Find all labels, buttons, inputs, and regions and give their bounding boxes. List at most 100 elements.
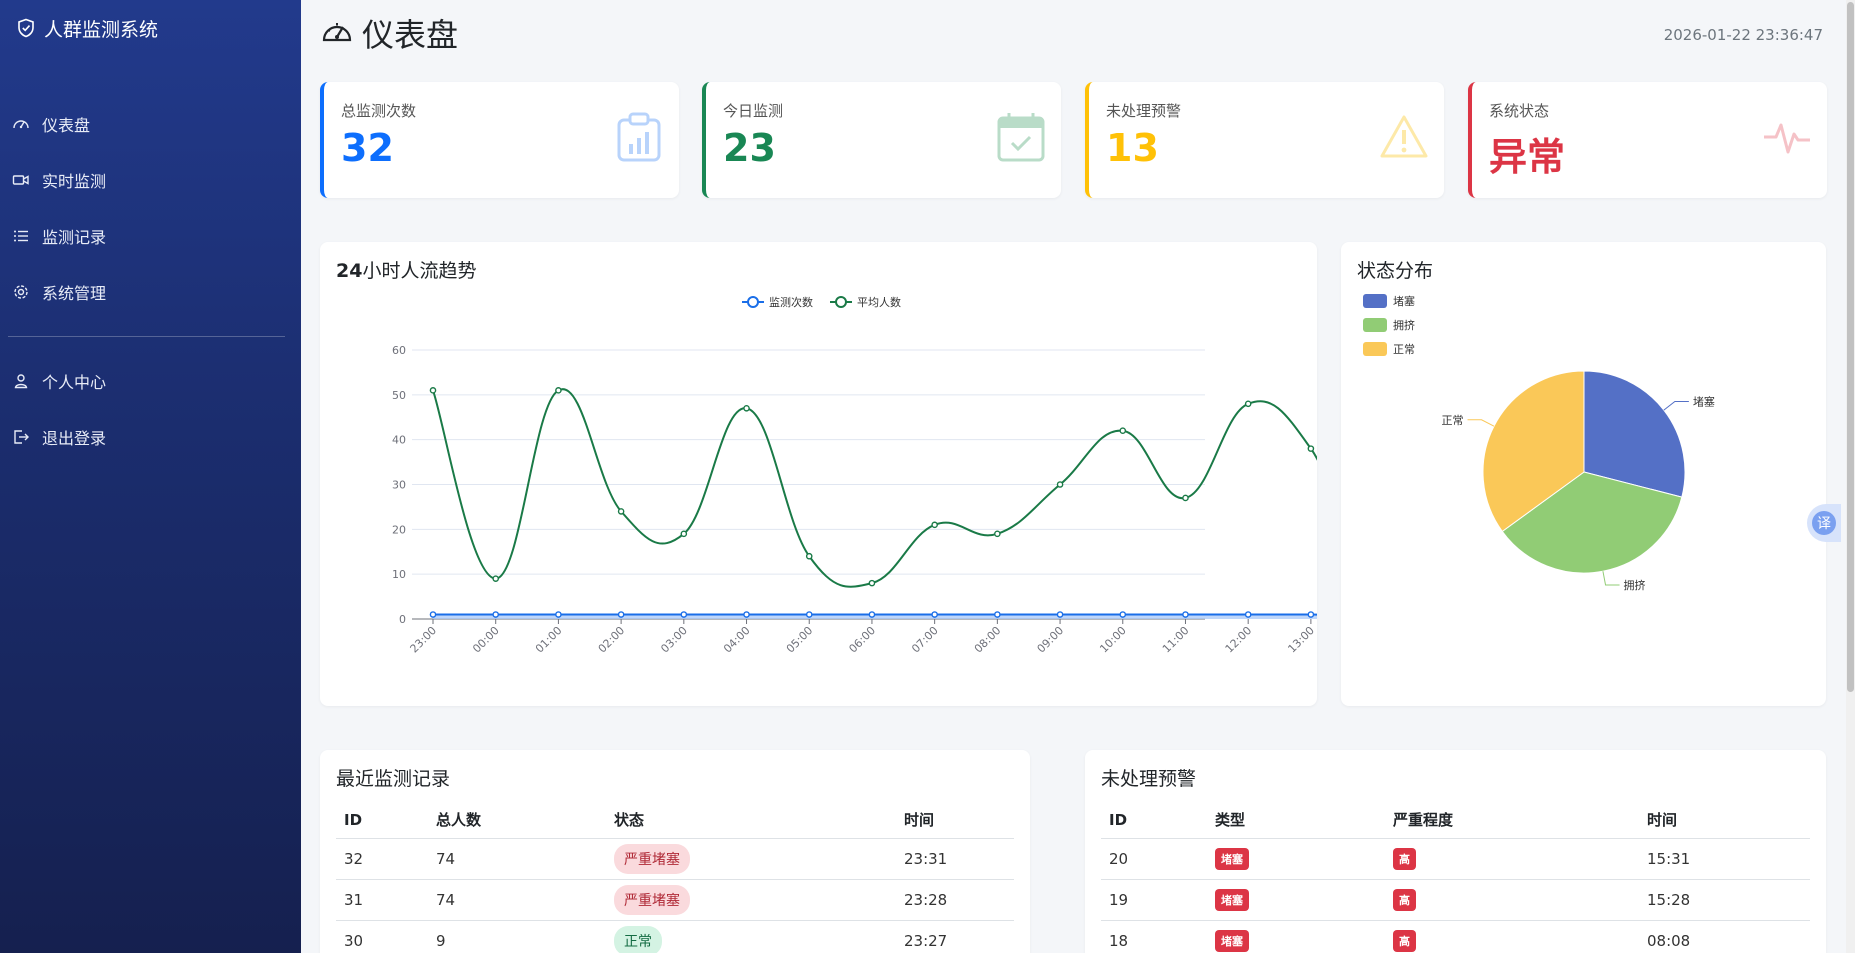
scrollbar-thumb[interactable] [1847,2,1854,692]
table-row[interactable]: 20 堵塞 高 15:31 [1101,838,1810,880]
severity-badge: 高 [1393,847,1416,870]
legend-swatch [1363,318,1387,332]
record-id: 32 [336,838,428,880]
dashboard-icon [13,120,29,129]
sidebar-item-label: 个人中心 [42,373,107,392]
translate-button[interactable]: 译 [1807,504,1841,542]
pending-alerts-title: 未处理预警 [1101,768,1197,790]
status-badge: 严重堵塞 [614,843,690,874]
x-tick-label: 11:00 [1160,624,1192,656]
alert-type-badge: 堵塞 [1215,888,1249,911]
sidebar-item-dashboard[interactable]: 仪表盘 [0,96,301,152]
trend-line-chart: 0 10 20 30 40 50 60 23:00 00:00 01:00 02:00 03:00 04… [392,295,1317,656]
data-point [743,611,750,618]
data-point [492,575,500,582]
x-tick-label: 02:00 [596,624,628,656]
x-tick-label: 01:00 [533,624,565,656]
pie-slice-label: 堵塞 [1693,395,1715,409]
data-point [429,387,437,394]
sidebar-item-realtime[interactable]: 实时监测 [0,152,301,208]
alert-severity-cell: 高 [1385,920,1639,953]
data-point [994,611,1001,618]
series-monitor-count [429,611,1317,619]
alert-type-cell: 堵塞 [1207,920,1385,953]
pulse-icon [1764,123,1810,154]
sidebar-item-label: 仪表盘 [42,116,91,135]
chart-legend: 监测次数 平均人数 [742,295,901,309]
table-row[interactable]: 18 堵塞 高 08:08 [1101,920,1810,953]
table-row[interactable]: 31 74 严重堵塞 23:28 [336,879,1014,921]
pending-alerts-card: 未处理预警 ID 类型 严重程度 时间 20 堵塞高 15:31 19 堵塞高 15:28… [1085,750,1826,953]
series-avg-people [429,387,1317,588]
stat-card-alerts: 未处理预警 13 [1085,82,1444,198]
column-header: 严重程度 [1385,802,1639,839]
person-icon [14,374,28,389]
trend-chart-title: 24小时人流趋势 [336,256,476,283]
logout-icon [14,430,29,444]
x-tick-label: 06:00 [846,624,878,656]
record-count: 74 [428,879,606,921]
sidebar-item-label: 退出登录 [42,429,107,448]
data-point [868,611,876,618]
data-point [805,552,813,560]
series-line [432,388,1317,588]
series-line [433,613,1317,616]
pie-slice-label: 拥挤 [1624,578,1646,592]
data-point [1182,494,1189,502]
sidebar-item-logout[interactable]: 退出登录 [0,409,301,465]
datetime: 2026-01-22 23:36:47 [1663,26,1823,44]
main-content: 仪表盘 2026-01-22 23:36:47 总监测次数 32 今日监测 23… [301,0,1855,953]
alert-type-badge: 堵塞 [1215,929,1249,952]
stat-value: 13 [1106,126,1159,170]
data-point [805,611,813,618]
record-time: 23:27 [896,920,1014,953]
data-point [492,611,500,618]
sidebar-item-records[interactable]: 监测记录 [0,208,301,264]
pie-label-line [1663,401,1689,411]
record-status-cell: 严重堵塞 [606,838,896,880]
table-row[interactable]: 32 74 严重堵塞 23:31 [336,838,1014,880]
recent-records-card: 最近监测记录 ID 总人数 状态 时间 32 74 严重堵塞 23:31 31 74 严重堵… [320,750,1030,953]
pie-slice-label: 正常 [1442,414,1464,427]
page-scrollbar[interactable] [1846,0,1855,953]
legend-marker [835,296,847,308]
record-time: 23:31 [896,838,1014,880]
record-id: 30 [336,920,428,953]
data-point [1244,611,1252,618]
table-row[interactable]: 30 9 正常 23:27 [336,920,1014,953]
data-point [1056,611,1064,618]
x-tick-label: 07:00 [909,624,941,656]
trend-title-rest: 小时人流趋势 [362,260,477,282]
alert-id: 18 [1101,920,1207,953]
shield-check-icon [18,18,34,38]
sidebar-item-profile[interactable]: 个人中心 [0,353,301,409]
status-pie-card: 状态分布 堵塞 拥挤 正常 堵塞 拥挤 正常 [1341,242,1826,706]
brand[interactable]: 人群监测系统 [0,0,301,56]
x-tick-label: 10:00 [1097,624,1129,656]
speedometer-icon [322,23,352,42]
record-status-cell: 正常 [606,920,896,953]
x-tick-label: 23:00 [408,624,440,656]
x-tick-label: 09:00 [1035,624,1067,656]
alert-type-cell: 堵塞 [1207,838,1385,880]
x-tick-label: 08:00 [972,624,1004,656]
table-row[interactable]: 19 堵塞 高 15:28 [1101,879,1810,921]
data-point [617,611,625,618]
stat-card-system: 系统状态 异常 [1468,82,1827,198]
alert-severity-cell: 高 [1385,879,1639,921]
alert-id: 20 [1101,838,1207,880]
pie-label-line [1467,419,1495,427]
pie-label-line [1602,571,1620,586]
legend-label: 拥挤 [1393,318,1415,332]
stat-value: 异常 [1489,135,1566,179]
alert-id: 19 [1101,879,1207,921]
stat-label: 系统状态 [1489,102,1550,120]
x-tick-label: 05:00 [784,624,816,656]
app-title: 人群监测系统 [44,18,159,41]
x-tick-label: 03:00 [658,624,690,656]
alert-type-cell: 堵塞 [1207,879,1385,921]
table-header-row: ID 类型 严重程度 时间 [1101,802,1810,839]
sidebar-item-system[interactable]: 系统管理 [0,264,301,320]
data-point [1119,611,1127,618]
x-tick-label: 13:00 [1285,624,1317,656]
